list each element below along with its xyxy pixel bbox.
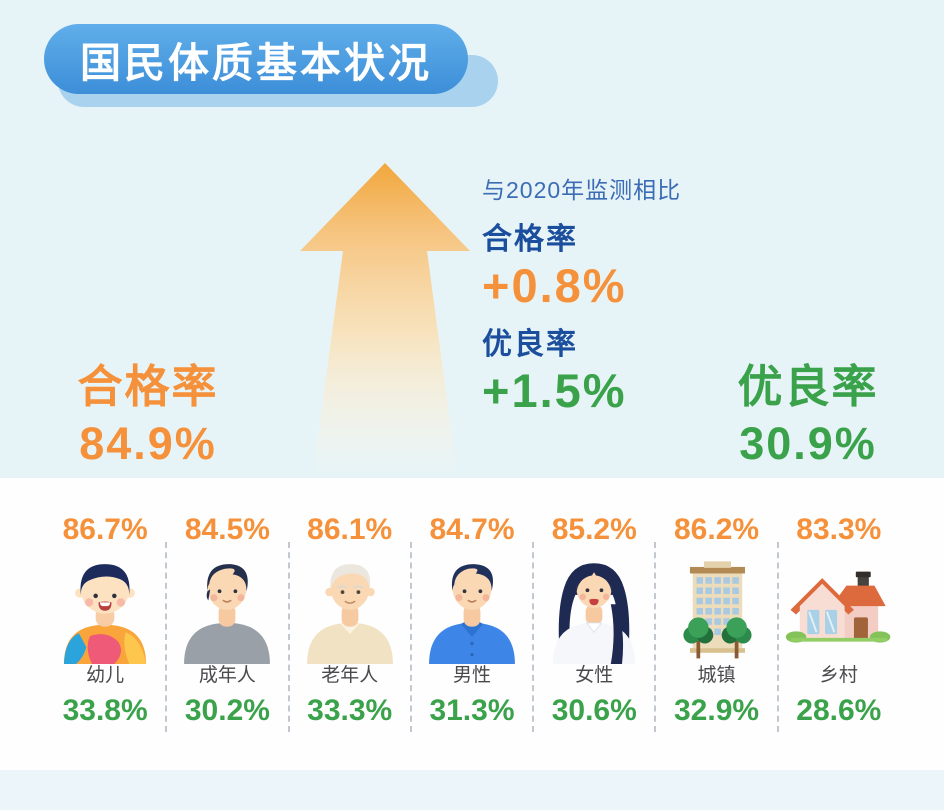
comparison-pass-label: 合格率 bbox=[482, 223, 578, 256]
group-label: 城镇 bbox=[697, 665, 736, 686]
male-icon bbox=[416, 552, 528, 664]
pass-rate-value: 86.2% bbox=[674, 513, 760, 546]
overall-excellent-label: 优良率 bbox=[737, 361, 879, 412]
excellent-rate-value: 33.8% bbox=[62, 694, 148, 727]
group-column-male: 84.7% 男性 31.3% bbox=[411, 478, 535, 770]
group-label: 老年人 bbox=[321, 665, 379, 686]
group-label: 幼儿 bbox=[86, 665, 125, 686]
group-column-rural: 83.3% 乡村 28.6% bbox=[778, 478, 900, 770]
overall-pass-value: 84.9% bbox=[79, 417, 217, 469]
group-column-adults: 84.5% 成年人 30.2% bbox=[166, 478, 290, 770]
building-icon bbox=[661, 552, 773, 664]
excellent-rate-value: 30.6% bbox=[551, 694, 637, 727]
group-label: 女性 bbox=[575, 665, 614, 686]
group-label: 乡村 bbox=[819, 665, 858, 686]
excellent-rate-value: 30.2% bbox=[184, 694, 270, 727]
group-column-female: 85.2% 女性 30.6% bbox=[533, 478, 657, 770]
excellent-rate-value: 28.6% bbox=[796, 694, 882, 727]
excellent-rate-value: 31.3% bbox=[429, 694, 515, 727]
group-label: 成年人 bbox=[198, 665, 256, 686]
overall-excellent-stat: 优良率 30.9% bbox=[690, 359, 926, 472]
overall-excellent-value: 30.9% bbox=[739, 417, 877, 469]
pass-rate-value: 86.7% bbox=[62, 513, 148, 546]
female-icon bbox=[538, 552, 650, 664]
child-icon bbox=[49, 552, 161, 664]
excellent-rate-value: 32.9% bbox=[674, 694, 760, 727]
group-column-urban: 86.2% bbox=[655, 478, 779, 770]
up-arrow-icon bbox=[292, 161, 478, 475]
title-banner: 国民体质基本状况 bbox=[44, 24, 468, 94]
page-title: 国民体质基本状况 bbox=[80, 40, 432, 86]
overall-pass-stat: 合格率 84.9% bbox=[30, 359, 266, 472]
comparison-pass-delta: +0.8% bbox=[482, 259, 627, 312]
elderly-icon bbox=[294, 552, 406, 664]
group-label: 男性 bbox=[452, 665, 491, 686]
comparison-heading: 与2020年监测相比 bbox=[482, 177, 682, 203]
pass-rate-value: 83.3% bbox=[796, 513, 882, 546]
comparison-excellent-label: 优良率 bbox=[482, 328, 578, 362]
pass-rate-value: 85.2% bbox=[551, 513, 637, 546]
pass-rate-value: 84.5% bbox=[184, 513, 270, 546]
adult-icon bbox=[171, 552, 283, 664]
bottom-strip bbox=[0, 770, 944, 810]
house-icon bbox=[783, 552, 895, 664]
pass-rate-value: 86.1% bbox=[307, 513, 393, 546]
comparison-excellent-delta: +1.5% bbox=[482, 364, 627, 418]
group-column-elderly: 86.1% 老年人 33.3% bbox=[289, 478, 413, 770]
pass-rate-value: 84.7% bbox=[429, 513, 515, 546]
excellent-rate-value: 33.3% bbox=[307, 694, 393, 727]
overall-pass-label: 合格率 bbox=[77, 361, 219, 412]
group-breakdown-panel: 86.7% 幼儿 33.8% 84.5 bbox=[0, 478, 944, 770]
group-column-children: 86.7% 幼儿 33.8% bbox=[44, 478, 168, 770]
comparison-block: 与2020年监测相比 合格率 +0.8% 优良率 +1.5% bbox=[482, 171, 681, 416]
